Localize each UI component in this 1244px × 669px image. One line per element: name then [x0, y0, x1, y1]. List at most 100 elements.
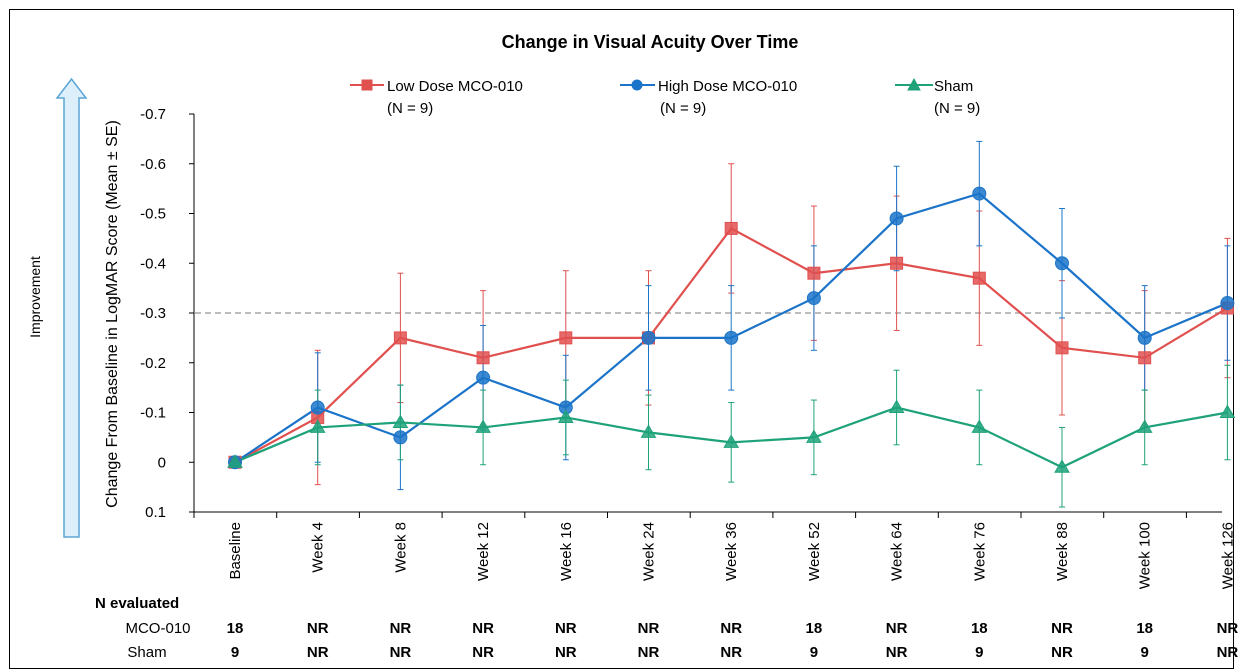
n-row-label: MCO-010 [125, 620, 190, 637]
x-tick-label: Week 16 [558, 522, 575, 581]
high-dose-point [476, 370, 491, 385]
legend-low-dose-label: Low Dose MCO-010 [387, 78, 523, 95]
sham-point [1219, 404, 1236, 418]
low-dose-point [890, 256, 904, 270]
high-dose-point [1220, 296, 1235, 311]
high-dose-point [889, 211, 904, 226]
x-tick-label: Week 88 [1054, 522, 1071, 581]
legend-sham-marker [907, 77, 921, 91]
high-dose-point [641, 330, 656, 345]
n-cell: 18 [971, 620, 988, 637]
axes: -0.7 -0.6 -0.5 -0.4 -0.3 -0.2 -0.1 0 0.1 Baseline… [140, 106, 1236, 589]
n-cell: 9 [975, 644, 983, 661]
sham-point [723, 434, 740, 448]
legend-low-dose-n: (N = 9) [387, 100, 433, 117]
x-tick-label: Week 4 [310, 522, 327, 573]
series-group [227, 140, 1236, 508]
x-tick-label: Week 24 [641, 522, 658, 581]
y-tick-label: -0.4 [140, 255, 166, 272]
high-dose-point [393, 430, 408, 445]
n-cell: 9 [810, 644, 818, 661]
n-cell: NR [638, 620, 660, 637]
x-tick-label: Baseline [227, 522, 244, 580]
sham-point [640, 424, 657, 438]
low-dose-point [476, 351, 490, 365]
sham-point [392, 414, 409, 428]
n-cell: NR [472, 620, 494, 637]
n-cell: NR [1217, 620, 1239, 637]
n-cell: NR [307, 620, 329, 637]
n-cell: NR [1217, 644, 1239, 661]
low-dose-point [393, 331, 407, 345]
legend-high-dose-label: High Dose MCO-010 [658, 78, 797, 95]
low-dose-point [1055, 341, 1069, 355]
y-tick-label: -0.2 [140, 355, 166, 372]
n-cell: NR [886, 620, 908, 637]
x-tick-label: Week 8 [392, 522, 409, 573]
high-dose-point [310, 400, 325, 415]
n-cell: 9 [1141, 644, 1149, 661]
legend-sham-n: (N = 9) [934, 100, 980, 117]
y-tick-label: 0 [158, 454, 166, 471]
low-dose-point [972, 271, 986, 285]
x-tick-label: Week 100 [1137, 522, 1154, 589]
high-dose-point [1055, 256, 1069, 271]
n-row-label: Sham [127, 644, 166, 661]
x-tick-label: Week 126 [1219, 522, 1236, 589]
y-tick-label: -0.7 [140, 106, 166, 123]
sham-point [971, 419, 988, 433]
x-tick-label: Week 64 [889, 522, 906, 581]
high-dose-point [1137, 330, 1152, 345]
improvement-label: Improvement [27, 256, 43, 338]
low-dose-point [724, 221, 738, 235]
x-tick-label: Week 36 [723, 522, 740, 581]
sham-point [557, 409, 574, 423]
x-tick-label: Week 52 [806, 522, 823, 581]
n-evaluated-header: N evaluated [95, 595, 179, 612]
sham-point [1054, 459, 1070, 473]
sham-point [475, 419, 491, 433]
sham-point [888, 399, 905, 414]
y-tick-label: -0.5 [140, 206, 166, 223]
n-cell: 18 [1136, 620, 1153, 637]
sham-point [806, 429, 822, 443]
n-cell: NR [555, 644, 577, 661]
y-tick-label: -0.6 [140, 156, 166, 173]
y-tick-label: -0.3 [140, 305, 166, 322]
high-dose-point [806, 291, 821, 306]
legend: Low Dose MCO-010 (N = 9) High Dose MCO-0… [350, 77, 980, 117]
improvement-arrow [55, 77, 88, 538]
legend-item-low-dose: Low Dose MCO-010 (N = 9) [350, 78, 523, 117]
high-dose-point [724, 330, 739, 345]
sham-point [1136, 419, 1153, 433]
y-tick-label: -0.1 [140, 405, 166, 422]
low-dose-point [1138, 351, 1152, 365]
n-cell: 18 [806, 620, 823, 637]
chart-title: Change in Visual Acuity Over Time [502, 32, 799, 52]
n-cell: NR [555, 620, 577, 637]
low-dose-point [559, 331, 573, 345]
legend-sham-label: Sham [934, 78, 973, 95]
n-cell: 9 [231, 644, 239, 661]
x-tick-label: Week 76 [971, 522, 988, 581]
low-dose-point [807, 266, 821, 280]
legend-high-dose-n: (N = 9) [660, 100, 706, 117]
n-cell: NR [1051, 644, 1073, 661]
legend-item-high-dose: High Dose MCO-010 (N = 9) [620, 78, 797, 117]
y-axis-label: Change From Baseline in LogMAR Score (Me… [104, 120, 121, 508]
sham-point [227, 454, 243, 468]
legend-item-sham: Sham (N = 9) [895, 77, 980, 117]
n-cell: NR [472, 644, 494, 661]
high-dose-point [972, 186, 987, 201]
n-cell: 18 [227, 620, 244, 637]
n-cell: NR [1051, 620, 1073, 637]
sham-point [309, 419, 326, 433]
legend-low-dose-marker [361, 79, 373, 91]
n-cell: NR [390, 644, 412, 661]
x-tick-label: Week 12 [475, 522, 492, 581]
n-cell: NR [720, 620, 742, 637]
n-evaluated-table: N evaluated MCO-010 18 NR NR NR NR NR NR 18 NR 18 NR… [95, 595, 1238, 661]
n-cell: NR [720, 644, 742, 661]
n-cell: NR [638, 644, 660, 661]
